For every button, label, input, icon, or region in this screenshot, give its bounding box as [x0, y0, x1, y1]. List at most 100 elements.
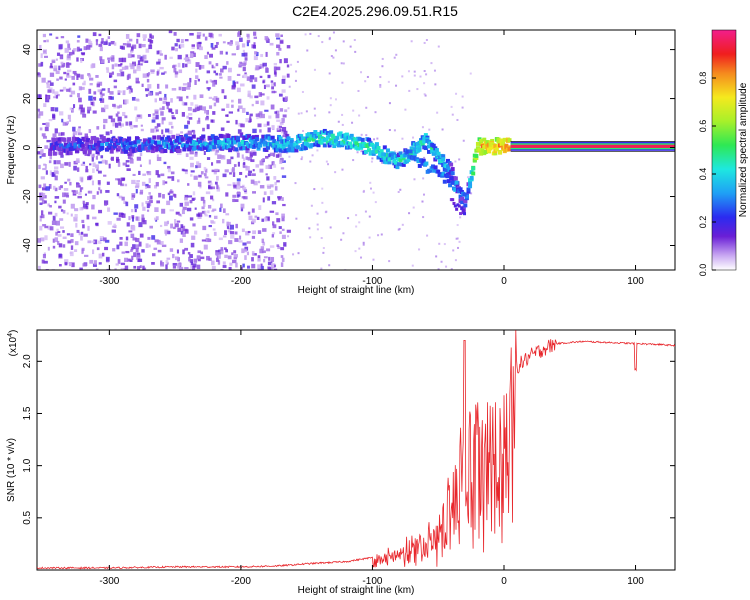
snr-y-tick-label: 0.5 — [22, 510, 33, 524]
heatmap-cell — [176, 96, 181, 99]
heatmap-cell — [245, 118, 250, 123]
heatmap-cell — [463, 203, 468, 208]
heatmap-cell — [210, 195, 214, 200]
heatmap-cell — [241, 52, 245, 57]
heatmap-cell — [146, 209, 150, 212]
heatmap-cell — [493, 144, 498, 149]
heatmap-cell — [225, 114, 228, 117]
heatmap-cell — [156, 50, 160, 55]
heatmap-cell — [155, 216, 159, 221]
heatmap-cell — [288, 85, 291, 88]
heatmap-cell — [98, 33, 102, 37]
heatmap-cell — [243, 157, 246, 162]
heatmap-cell — [196, 161, 200, 166]
heatmap-cell — [213, 79, 218, 85]
heatmap-cell — [327, 143, 332, 148]
heatmap-cell — [160, 111, 164, 116]
heatmap-cell — [184, 124, 189, 129]
heatmap-cell — [148, 72, 151, 76]
heatmap-cell — [257, 255, 261, 259]
heatmap-cell — [198, 117, 201, 123]
heatmap-cell — [117, 178, 121, 181]
heatmap-cell — [93, 239, 98, 245]
heatmap-cell — [38, 265, 41, 270]
heatmap-cell — [253, 44, 257, 49]
heatmap-cell — [490, 138, 495, 143]
heatmap-cell — [283, 130, 288, 135]
heatmap-cell — [60, 163, 64, 169]
heatmap-cell — [215, 252, 220, 257]
heatmap-cell — [237, 108, 240, 112]
heatmap-cell — [279, 121, 284, 125]
heatmap-cell — [335, 135, 340, 140]
heatmap-cell — [185, 54, 189, 58]
heatmap-cell — [229, 231, 235, 235]
heatmap-cell — [238, 105, 243, 109]
heatmap-cell — [272, 162, 275, 165]
heatmap-cell — [325, 140, 330, 145]
heatmap-cell — [204, 168, 208, 173]
heatmap-cell — [140, 63, 143, 66]
heatmap-cell — [213, 70, 217, 74]
heatmap-cell — [454, 180, 459, 185]
heatmap-cell — [372, 258, 375, 261]
heatmap-cell — [56, 228, 59, 231]
heatmap-cell — [182, 146, 187, 151]
heatmap-cell — [70, 146, 75, 151]
heatmap-cell — [281, 126, 287, 132]
heatmap-cell — [276, 244, 280, 247]
heatmap-cell — [249, 75, 255, 80]
heatmap-cell — [410, 40, 413, 43]
heatmap-cell — [210, 134, 215, 139]
heatmap-cell — [48, 183, 52, 189]
heatmap-cell — [262, 80, 265, 84]
heatmap-cell — [152, 253, 156, 257]
heatmap-cell — [279, 59, 282, 64]
heatmap-cell — [116, 217, 121, 221]
heatmap-cell — [216, 160, 221, 164]
heatmap-cell — [250, 140, 255, 145]
heatmap-cell — [110, 57, 115, 62]
heatmap-cell — [244, 72, 247, 75]
heatmap-cell — [149, 40, 154, 44]
heatmap-cell — [72, 70, 77, 74]
heatmap-cell — [131, 46, 134, 51]
heatmap-cell — [412, 147, 417, 152]
heatmap-cell — [329, 97, 332, 100]
heatmap-cell — [50, 107, 55, 112]
heatmap-cell — [41, 77, 46, 83]
heatmap-cell — [125, 33, 130, 39]
heatmap-cell — [101, 88, 106, 91]
heatmap-cell — [150, 149, 155, 154]
heatmap-cell — [461, 95, 464, 98]
heatmap-cell — [194, 230, 198, 235]
heatmap-cell — [498, 150, 503, 155]
heatmap-cell — [115, 178, 118, 181]
heatmap-cell — [174, 73, 178, 78]
heatmap-cell — [441, 154, 446, 159]
heatmap-cell — [277, 153, 282, 157]
heatmap-cell — [275, 147, 280, 152]
heatmap-cell — [236, 44, 240, 50]
heatmap-cell — [263, 123, 268, 127]
heatmap-cell — [398, 158, 403, 163]
heatmap-cell — [141, 202, 144, 207]
heatmap-cell — [265, 84, 270, 88]
heatmap-cell — [427, 149, 432, 154]
heatmap-cell — [226, 224, 230, 229]
heatmap-cell — [165, 101, 170, 106]
heatmap-cell — [266, 121, 270, 126]
heatmap-cell — [110, 156, 115, 161]
heatmap-cell — [41, 192, 46, 198]
snr-y-axis-label: SNR (10 * v/v) — [6, 438, 17, 502]
heatmap-cell — [59, 111, 64, 116]
heatmap-cell — [177, 179, 180, 183]
heatmap-cell — [259, 75, 263, 79]
heatmap-cell — [109, 75, 112, 78]
heatmap-cell — [160, 173, 165, 177]
heatmap-cell — [129, 121, 133, 126]
heatmap-cell — [242, 49, 245, 53]
heatmap-cell — [441, 128, 444, 131]
heatmap-cell — [192, 130, 196, 135]
heatmap-cell — [276, 180, 280, 183]
